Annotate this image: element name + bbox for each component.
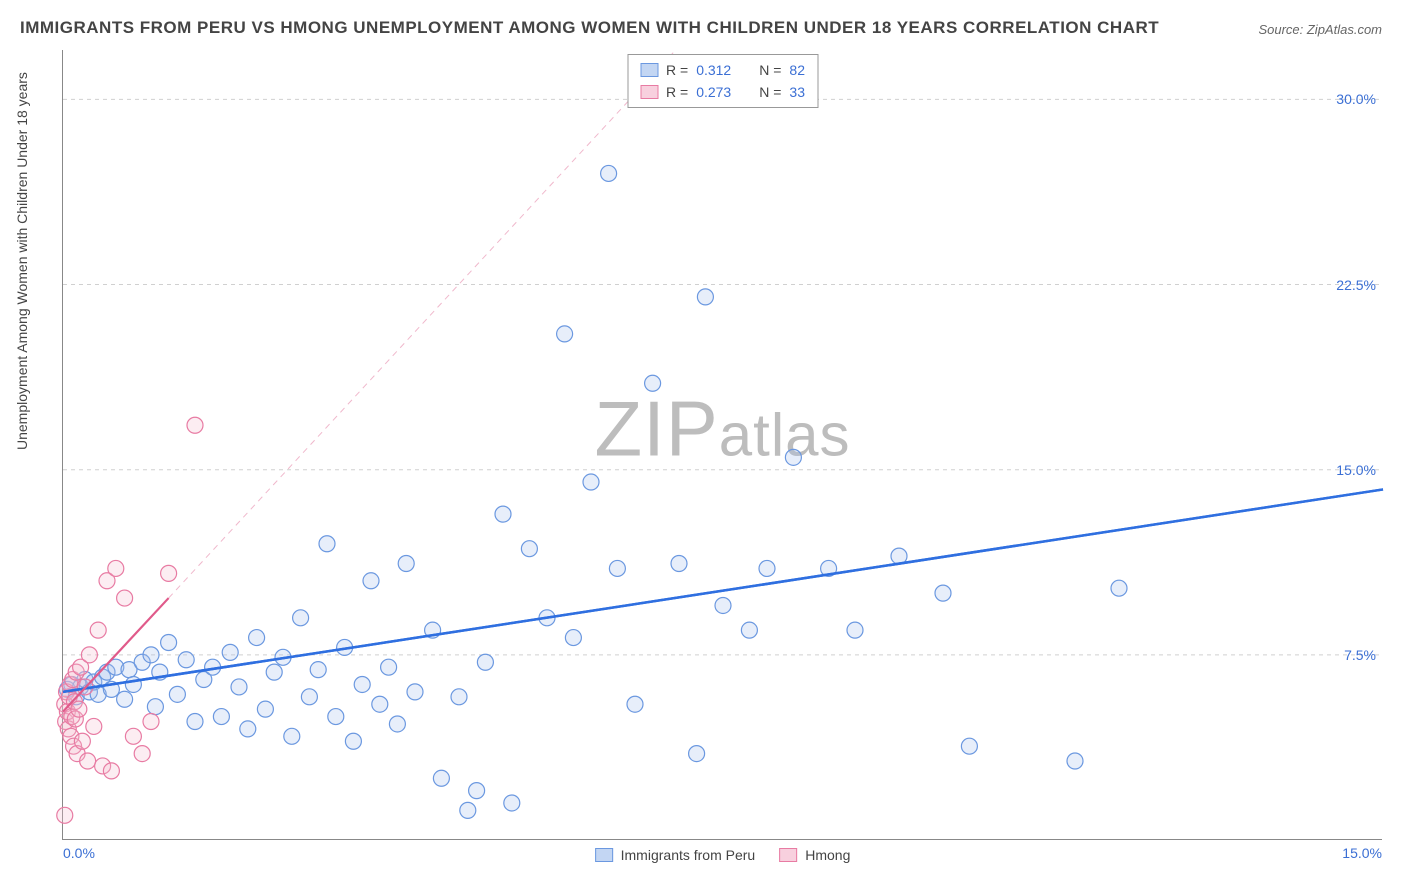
legend-bottom-item: Immigrants from Peru <box>595 847 756 863</box>
legend-series-label: Hmong <box>805 847 850 863</box>
plot-area: ZIPatlas R =0.312N =82R =0.273N =33 Immi… <box>62 50 1382 840</box>
source-label: Source: ZipAtlas.com <box>1258 22 1382 37</box>
x-tick-end: 15.0% <box>1342 845 1382 861</box>
legend-series-label: Immigrants from Peru <box>621 847 756 863</box>
legend-r-value: 0.312 <box>696 59 731 81</box>
y-axis-label: Unemployment Among Women with Children U… <box>14 72 30 450</box>
legend-correlation: R = 0.312 N = 82 R = 0.273 N = 33 <box>627 54 818 108</box>
legend-r-label: R = <box>666 81 688 103</box>
legend-n-label: N = <box>759 81 781 103</box>
legend-top-row: R = 0.273 N = 33 <box>640 81 805 103</box>
legend-r-value: 0.273 <box>696 81 731 103</box>
legend-swatch <box>779 848 797 862</box>
legend-series: Immigrants from Peru Hmong <box>595 847 851 863</box>
y-tick: 22.5% <box>1336 277 1376 293</box>
legend-n-value: 82 <box>789 59 805 81</box>
legend-swatch <box>640 63 658 77</box>
y-tick: 15.0% <box>1336 462 1376 478</box>
legend-swatch <box>640 85 658 99</box>
legend-swatch <box>595 848 613 862</box>
legend-bottom-item: Hmong <box>779 847 850 863</box>
y-tick: 7.5% <box>1344 647 1376 663</box>
legend-n-label: N = <box>759 59 781 81</box>
y-tick: 30.0% <box>1336 91 1376 107</box>
legend-r-label: R = <box>666 59 688 81</box>
x-tick-origin: 0.0% <box>63 845 95 861</box>
chart-title: IMMIGRANTS FROM PERU VS HMONG UNEMPLOYME… <box>20 18 1159 38</box>
legend-top-row: R = 0.312 N = 82 <box>640 59 805 81</box>
legend-n-value: 33 <box>789 81 805 103</box>
chart-svg <box>63 50 1382 839</box>
